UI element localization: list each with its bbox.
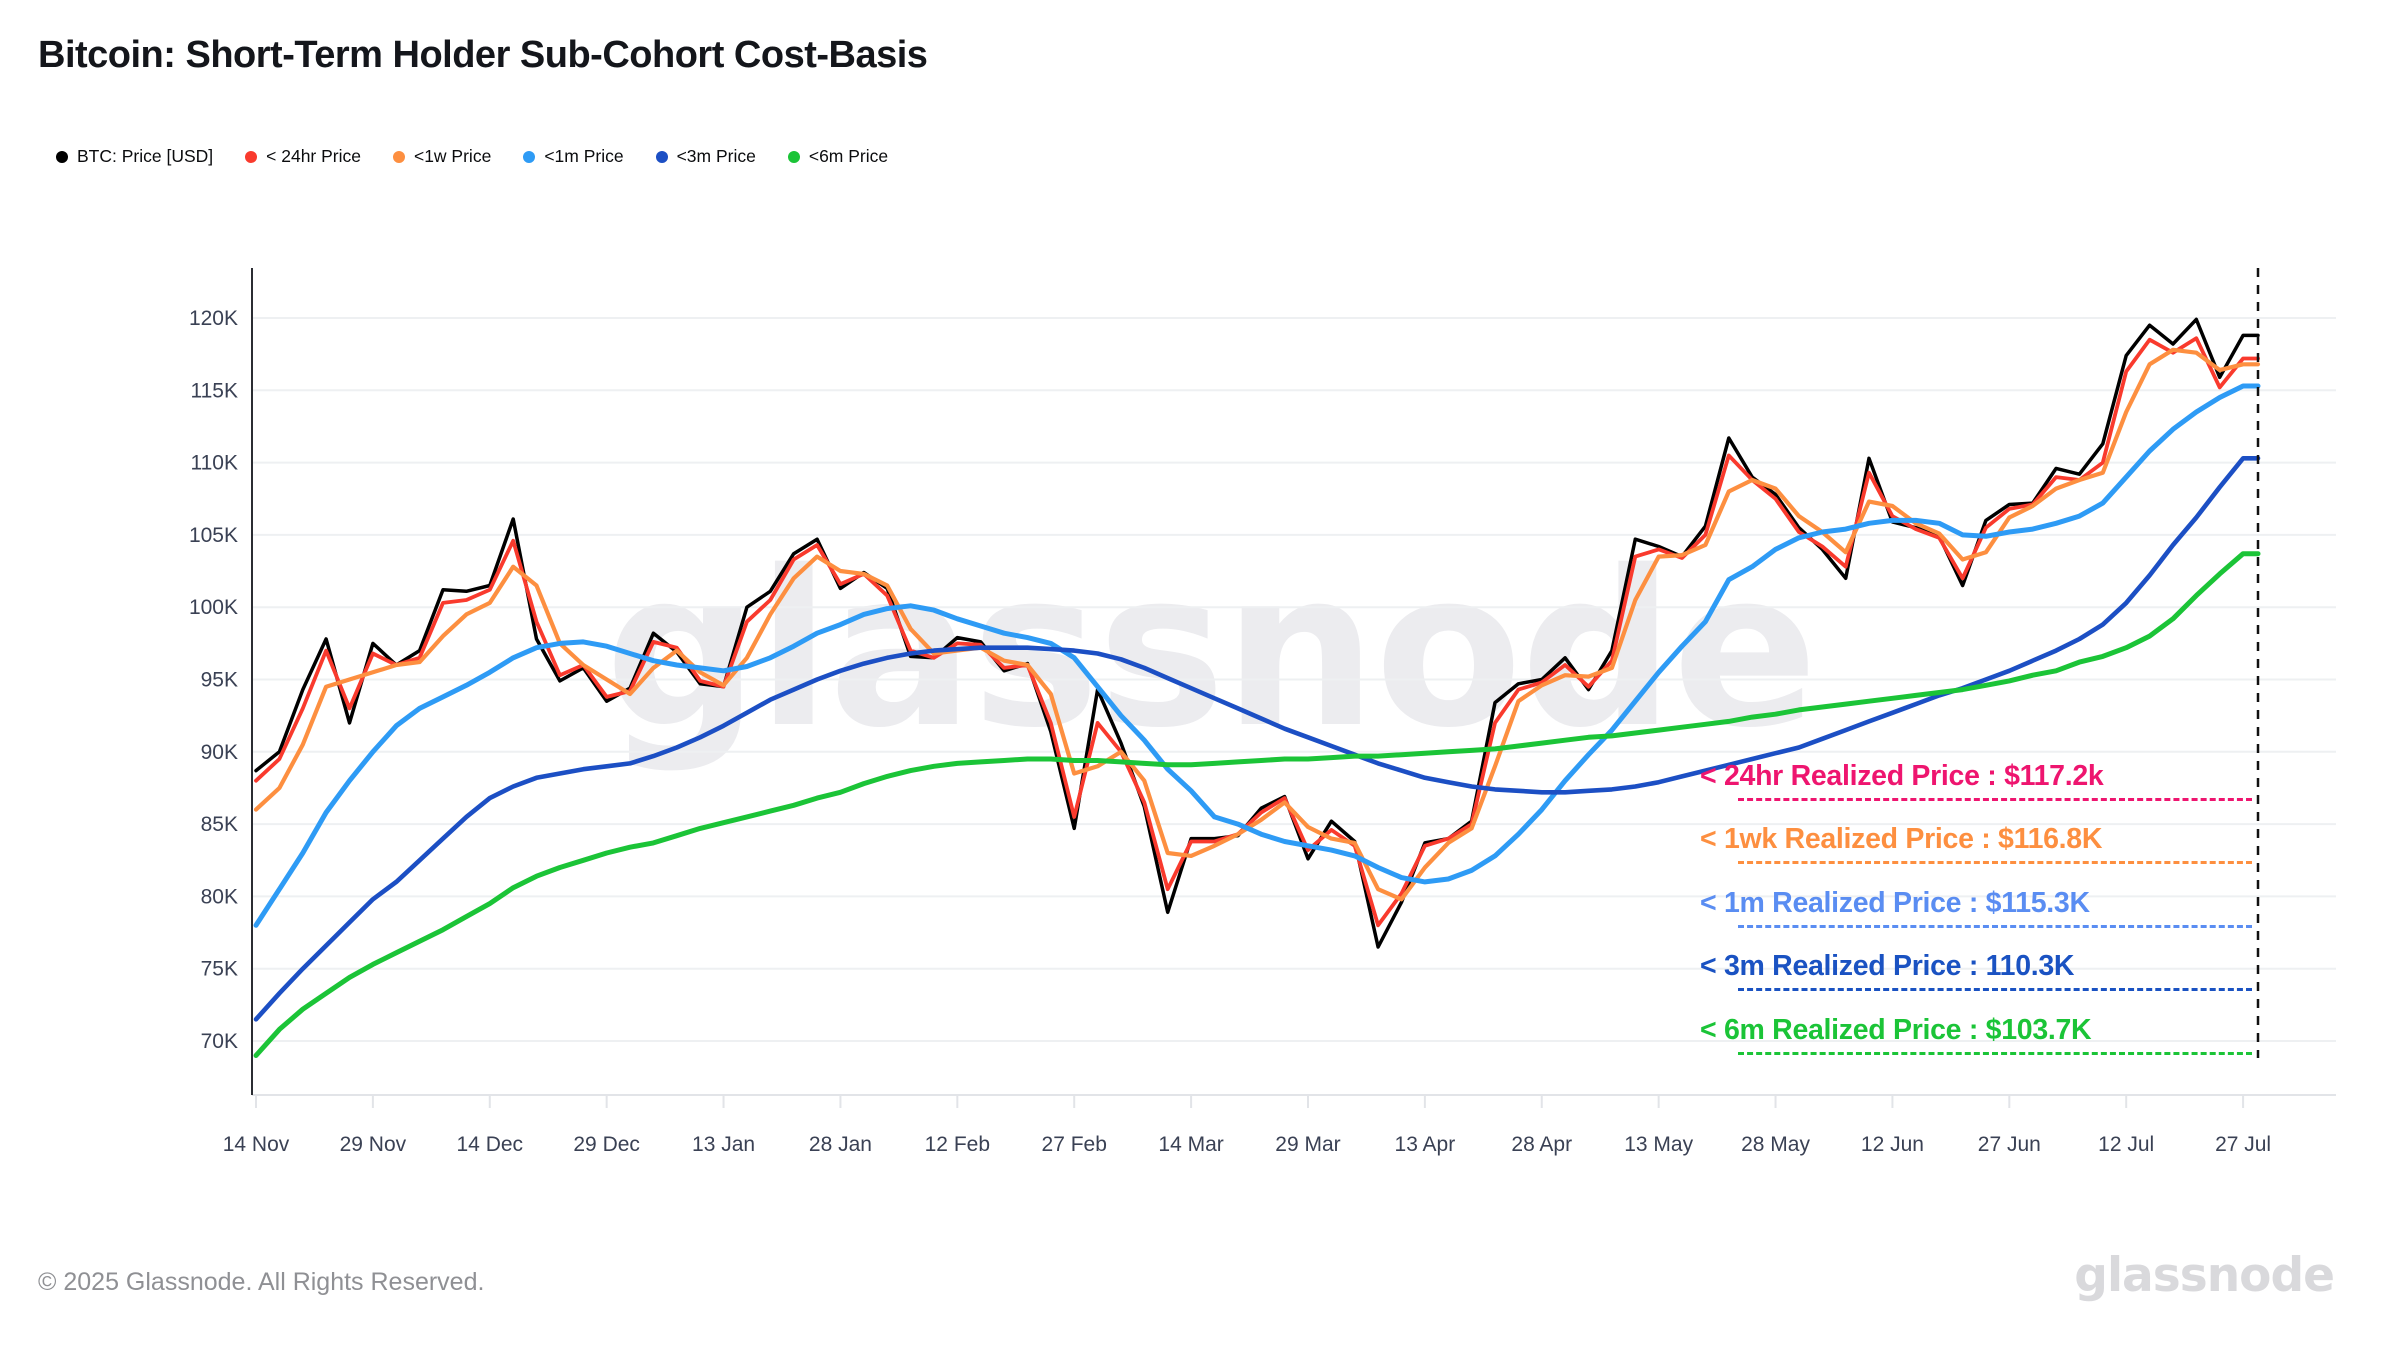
x-axis-label-14-mar: 14 Mar bbox=[1158, 1133, 1223, 1156]
legend: BTC: Price [USD] < 24hr Price <1w Price <1m… bbox=[56, 146, 888, 167]
legend-item-24hr-price[interactable]: < 24hr Price bbox=[245, 146, 361, 167]
x-axis-label-28-apr: 28 Apr bbox=[1511, 1133, 1572, 1156]
series-1w-price[interactable] bbox=[253, 347, 2261, 902]
x-axis-label-28-jan: 28 Jan bbox=[809, 1133, 872, 1156]
series-1m-price[interactable] bbox=[253, 383, 2261, 928]
y-axis-label-95k: 95K bbox=[201, 669, 238, 692]
series-3m-price[interactable] bbox=[253, 455, 2261, 1022]
legend-item-1m-price[interactable]: <1m Price bbox=[523, 146, 624, 167]
series-24hr-price[interactable] bbox=[254, 336, 2260, 928]
y-axis-label-85k: 85K bbox=[201, 813, 238, 836]
legend-label: <3m Price bbox=[676, 146, 756, 166]
x-axis-label-12-jul: 12 Jul bbox=[2098, 1133, 2154, 1156]
legend-dot-icon bbox=[787, 150, 800, 163]
y-axis-label-100k: 100K bbox=[189, 596, 238, 619]
glassnode-logo: glassnode bbox=[2074, 1248, 2335, 1303]
legend-label: <1m Price bbox=[544, 146, 624, 166]
page-title: Bitcoin: Short-Term Holder Sub-Cohort Co… bbox=[38, 34, 928, 76]
x-axis-label-28-may: 28 May bbox=[1741, 1133, 1810, 1156]
series-6m-price[interactable] bbox=[253, 551, 2261, 1058]
y-axis-label-90k: 90K bbox=[201, 741, 238, 764]
y-axis-label-105k: 105K bbox=[189, 524, 238, 547]
x-axis-label-29-mar: 29 Mar bbox=[1275, 1133, 1340, 1156]
copyright-text: © 2025 Glassnode. All Rights Reserved. bbox=[38, 1268, 485, 1296]
legend-dot-icon bbox=[56, 150, 68, 163]
legend-label: <1w Price bbox=[413, 146, 492, 166]
x-axis-label-12-jun: 12 Jun bbox=[1861, 1133, 1924, 1156]
legend-dot-icon bbox=[392, 150, 405, 163]
x-axis-label-13-apr: 13 Apr bbox=[1395, 1133, 1456, 1156]
y-axis-label-80k: 80K bbox=[201, 885, 238, 908]
legend-item-1w-price[interactable]: <1w Price bbox=[392, 146, 492, 167]
y-axis-label-75k: 75K bbox=[201, 958, 238, 981]
legend-label: BTC: Price [USD] bbox=[77, 146, 214, 166]
legend-dot-icon bbox=[245, 150, 258, 163]
y-axis-label-110k: 110K bbox=[191, 452, 239, 475]
x-axis-label-12-feb: 12 Feb bbox=[925, 1133, 990, 1156]
legend-dot-icon bbox=[655, 150, 668, 163]
y-axis-label-120k: 120K bbox=[189, 307, 238, 330]
x-axis-label-27-jun: 27 Jun bbox=[1978, 1133, 2041, 1156]
legend-dot-icon bbox=[523, 150, 536, 163]
x-axis-label-13-may: 13 May bbox=[1624, 1133, 1693, 1156]
x-axis-label-27-jul: 27 Jul bbox=[2215, 1133, 2271, 1156]
x-axis-label-29-dec: 29 Dec bbox=[573, 1133, 640, 1156]
legend-label: <6m Price bbox=[808, 146, 889, 166]
x-axis-label-27-feb: 27 Feb bbox=[1042, 1133, 1107, 1156]
x-axis-label-14-nov: 14 Nov bbox=[223, 1133, 290, 1156]
legend-item-btc-price-usd[interactable]: BTC: Price [USD] bbox=[56, 146, 213, 167]
x-axis-label-14-dec: 14 Dec bbox=[457, 1133, 524, 1156]
x-axis-label-13-jan: 13 Jan bbox=[692, 1133, 755, 1156]
y-axis-label-70k: 70K bbox=[201, 1030, 238, 1053]
legend-item-6m-price[interactable]: <6m Price bbox=[787, 146, 889, 167]
legend-item-3m-price[interactable]: <3m Price bbox=[655, 146, 756, 167]
x-axis-label-29-nov: 29 Nov bbox=[340, 1133, 407, 1156]
legend-label: < 24hr Price bbox=[266, 146, 361, 166]
y-axis-label-115k: 115K bbox=[191, 379, 239, 402]
